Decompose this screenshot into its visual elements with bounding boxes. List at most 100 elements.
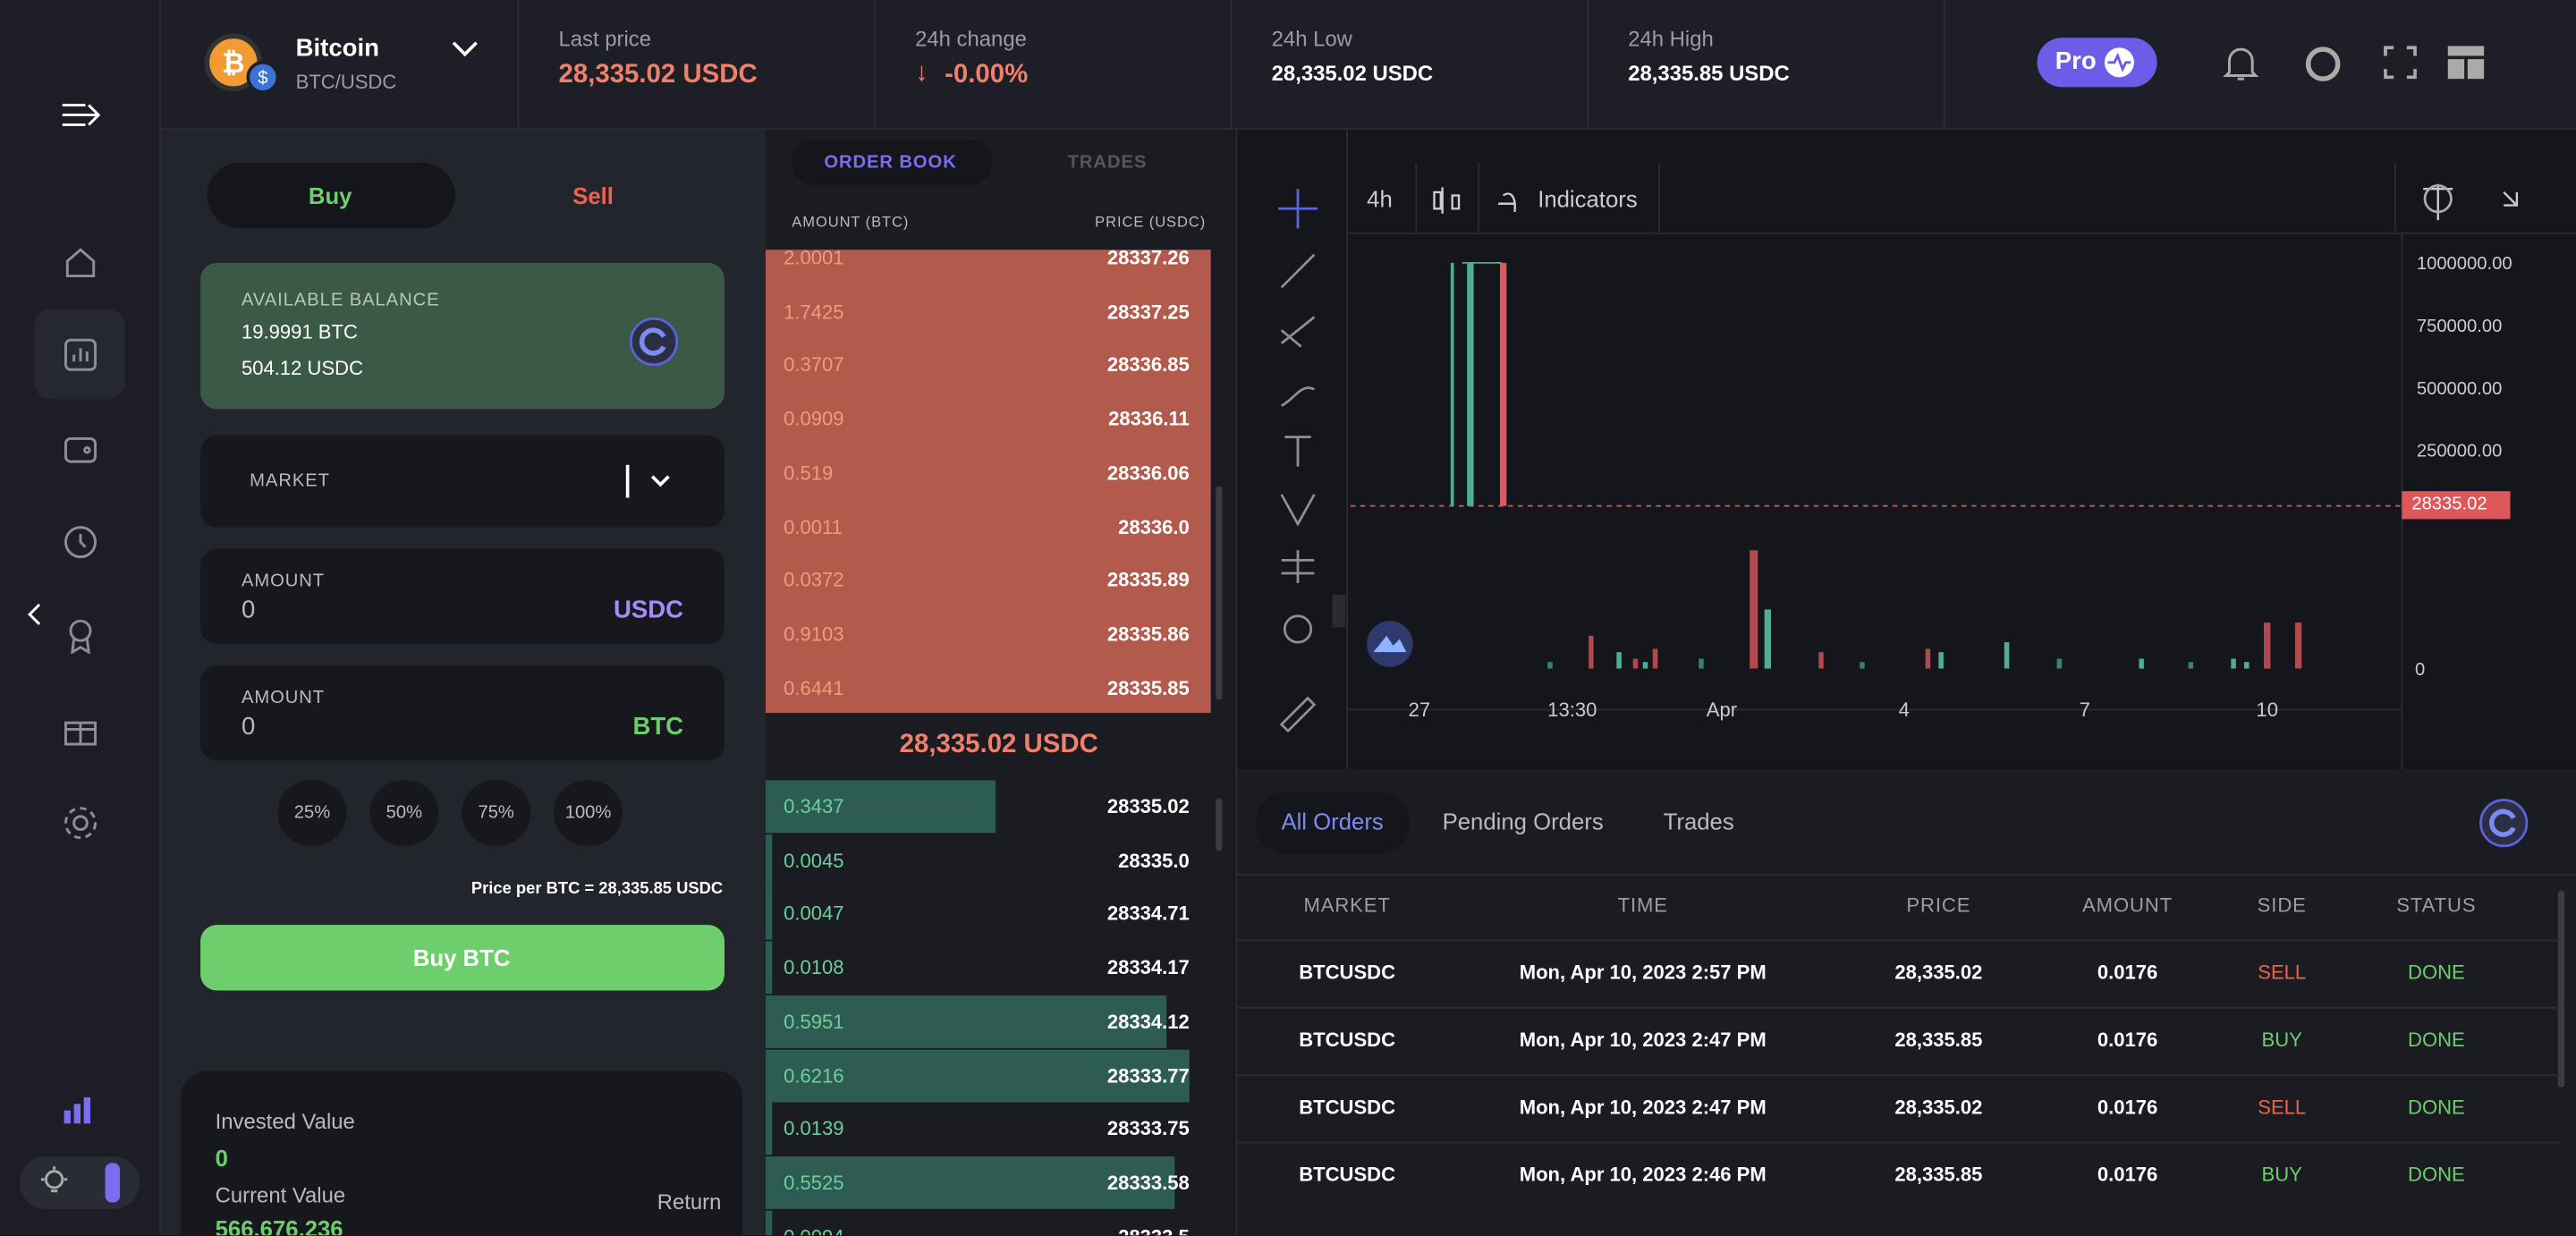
interval[interactable]: 4h [1367,185,1393,212]
orders-tab-bg [1255,792,1410,855]
bid-price: 28335.0 [1118,849,1190,872]
order-cell: 28,335.85 [1894,1163,1983,1187]
percent-label[interactable]: 50% [386,803,423,824]
home-icon[interactable] [63,245,98,281]
percent-button[interactable] [553,780,623,846]
bid-amount: 0.0139 [784,1117,844,1141]
sidebar [0,0,162,1236]
percent-label[interactable]: 100% [564,803,612,824]
sell-tab[interactable]: Sell [572,182,614,209]
chart-icon[interactable] [63,337,98,373]
support-icon[interactable] [2303,45,2343,84]
ob-tab[interactable]: ORDER BOOK [824,152,957,173]
award-icon[interactable] [63,618,98,655]
amount-field[interactable] [200,548,725,645]
order-cell: Mon, Apr 10, 2023 2:46 PM [1519,1163,1767,1187]
buy-tab-bg [207,162,455,229]
bid-amount: 0.0094 [784,1224,843,1235]
row-divider [1235,1006,2560,1009]
ask-price: 28336.0 [1118,514,1190,538]
buy-tab[interactable]: Buy [308,182,352,209]
amount-value: 0 [242,596,256,624]
pro-button[interactable] [2037,38,2157,88]
pro-label[interactable]: Pro [2055,47,2097,76]
percent-button[interactable] [462,780,531,846]
price-chart [1235,130,2576,769]
order-cell: DONE [2408,961,2465,985]
order-cell: 28,335.02 [1894,961,1983,985]
bell-icon[interactable] [2223,45,2259,84]
amount-unit: USDC [613,596,684,624]
percent-label[interactable]: 25% [293,803,331,824]
order-cell: Mon, Apr 10, 2023 2:47 PM [1519,1096,1767,1119]
y-tick-label: 750000.00 [2416,317,2503,337]
ask-amount: 1.7425 [784,300,844,324]
wallet-icon[interactable] [63,430,98,466]
svg-text:$: $ [258,69,267,89]
ask-amount: 0.0909 [784,407,844,431]
settings-icon[interactable] [63,805,98,841]
prev-arrow[interactable] [23,601,47,627]
orders-tab[interactable]: All Orders [1281,808,1384,835]
layout-icon[interactable] [2446,45,2486,80]
row-divider [1235,1141,2560,1144]
refresh-orders[interactable] [2478,797,2530,850]
bid-amount: 0.0045 [784,849,844,872]
ask-price: 28336.06 [1106,461,1190,485]
ask-price: 28337.25 [1106,300,1190,324]
submit-button[interactable] [200,925,725,991]
stat-divider [874,0,876,129]
down-arrow: ↓ [915,59,928,88]
orders-tab[interactable]: Trades [1663,808,1734,835]
bid-amount: 0.5951 [784,1010,844,1033]
coin-dropdown[interactable] [450,39,479,59]
scrollbar [1216,798,1223,851]
stat-divider [517,0,520,129]
bulb-icon [40,1166,68,1193]
column-header: TIME [1617,893,1668,917]
amount-field[interactable] [200,665,725,761]
percent-label[interactable]: 75% [478,803,514,824]
indicators[interactable]: Indicators [1538,185,1638,212]
x-tick-label: 7 [2079,698,2090,722]
price-note: Price per BTC = 28,335.85 USDC [470,880,724,899]
ob-column: PRICE (USDC) [1095,213,1207,231]
bid-depth [765,1156,1175,1209]
history-icon[interactable] [63,524,98,560]
current-value: 566,676.236 [215,1215,343,1236]
order-cell: BUY [2261,1163,2302,1187]
order-type-select[interactable] [200,435,725,528]
ask-price: 28335.89 [1106,568,1190,592]
bid-amount: 0.5525 [784,1171,844,1195]
order-cell: 0.0176 [2097,1028,2158,1052]
percent-button[interactable] [277,780,347,846]
select-arrow [650,475,670,487]
fullscreen-icon[interactable] [2382,45,2418,80]
last-price: 28335.02 [2411,494,2487,514]
x-tick-label: 10 [2256,698,2278,722]
stat-divider [1230,0,1233,129]
ob-tab[interactable]: TRADES [1067,152,1148,173]
percent-button[interactable] [369,780,439,846]
bid-depth [765,780,996,834]
menu-toggle[interactable] [59,96,102,135]
row-divider [1235,1074,2560,1077]
stats-icon [64,1096,91,1124]
orders-tab[interactable]: Pending Orders [1442,808,1604,835]
submit-label[interactable]: Buy BTC [412,944,511,971]
mid-price: 28,335.02 USDC [899,731,1098,759]
x-tick-label: 27 [1408,698,1431,722]
amount-label: AMOUNT [242,688,326,708]
bid-amount: 0.0108 [784,956,844,979]
refresh-balance[interactable] [628,316,681,368]
ask-amount: 0.0372 [784,568,844,592]
amount-unit: BTC [632,713,684,741]
column-header: AMOUNT [2082,893,2174,917]
y-tick-label: 250000.00 [2416,442,2503,462]
order-cell: Mon, Apr 10, 2023 2:57 PM [1519,961,1767,985]
bid-price: 28334.17 [1106,956,1190,979]
gift-icon[interactable] [63,711,98,747]
bid-price: 28334.12 [1106,1010,1190,1033]
bid-depth [765,1048,1190,1102]
